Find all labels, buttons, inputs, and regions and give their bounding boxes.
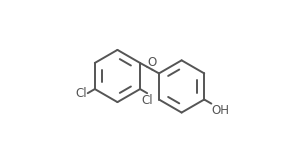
Text: OH: OH	[212, 104, 230, 117]
Text: O: O	[148, 55, 157, 69]
Text: Cl: Cl	[76, 87, 87, 100]
Text: Cl: Cl	[141, 94, 153, 107]
